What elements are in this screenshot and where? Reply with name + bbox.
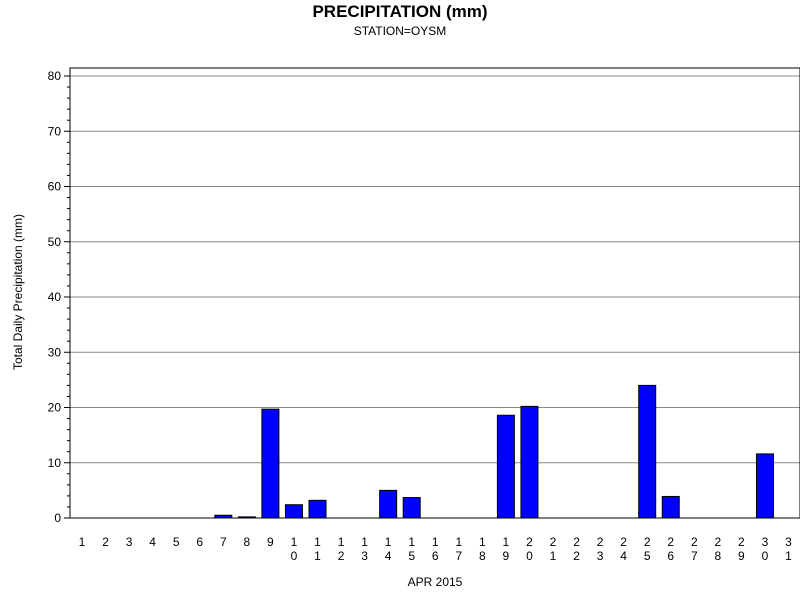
y-tick-label: 40 xyxy=(48,290,62,304)
x-axis-label: APR 2015 xyxy=(408,575,463,589)
y-tick-label: 70 xyxy=(48,124,62,138)
x-axis: 1 2 3 4 5 6 7 8 9 1 01 11 21 31 41 51 61 71 81 92 02 12 22 32 42… xyxy=(79,535,793,563)
plot-area-frame xyxy=(69,67,800,519)
y-axis-label: Total Daily Precipitation (mm) xyxy=(11,214,25,370)
bar-day-9 xyxy=(261,408,280,519)
bar-day-25 xyxy=(638,384,657,519)
x-tick-label-2: 2 xyxy=(102,535,109,549)
bar-day-19 xyxy=(496,414,515,519)
y-axis: 0 10 20 30 40 50 60 70 80 xyxy=(48,69,70,525)
y-tick-label: 0 xyxy=(54,511,61,525)
bar-day-11 xyxy=(308,499,327,519)
x-tick-label-8: 8 xyxy=(244,535,251,549)
x-tick-label-6: 6 xyxy=(196,535,203,549)
x-tick-label-7: 7 xyxy=(220,535,227,549)
chart-title: PRECIPITATION (mm) xyxy=(312,2,487,21)
x-tick-label-3: 3 xyxy=(126,535,133,549)
x-tick-label-1: 1 xyxy=(79,535,86,549)
y-tick-label: 30 xyxy=(48,345,62,359)
x-tick-label-9: 9 xyxy=(267,535,274,549)
y-tick-label: 80 xyxy=(48,69,62,83)
bar-day-10 xyxy=(284,504,303,519)
bar-day-26 xyxy=(661,495,680,519)
chart-subtitle: STATION=OYSM xyxy=(354,24,447,38)
y-tick-label: 10 xyxy=(48,456,62,470)
y-tick-label: 20 xyxy=(48,401,62,415)
bar-day-14 xyxy=(379,489,398,519)
x-tick-label-4: 4 xyxy=(149,535,156,549)
y-tick-label: 50 xyxy=(48,235,62,249)
gridlines xyxy=(70,75,800,519)
bar-day-30 xyxy=(755,453,774,519)
bar-day-20 xyxy=(520,405,539,519)
bars xyxy=(214,384,774,519)
bar-day-15 xyxy=(402,497,421,519)
y-tick-label: 60 xyxy=(48,180,62,194)
x-tick-label-5: 5 xyxy=(173,535,180,549)
